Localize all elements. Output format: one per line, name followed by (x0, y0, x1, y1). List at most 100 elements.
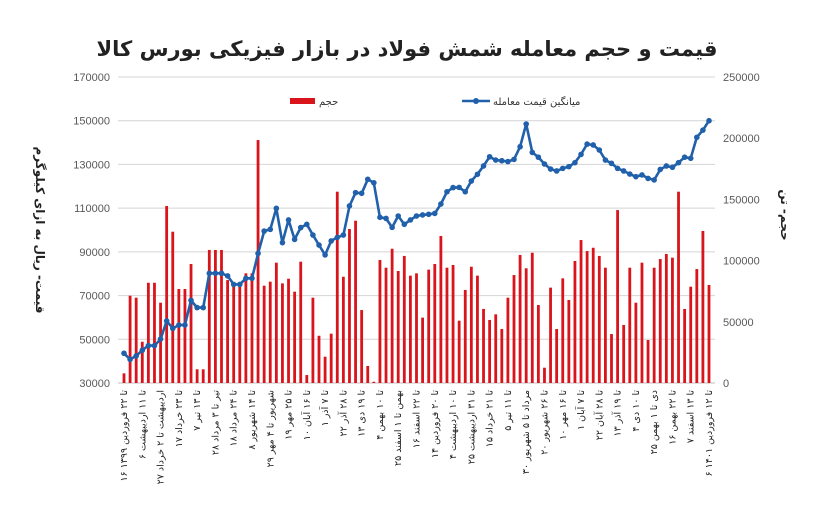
volume-bar (597, 255, 601, 383)
price-point (151, 342, 158, 349)
price-point (157, 336, 164, 342)
x-tick-label: ۱۶ تا ۲۲ بهمن (667, 390, 678, 445)
price-point (700, 127, 706, 133)
price-point (572, 159, 578, 166)
price-point (559, 165, 566, 172)
volume-bar (591, 247, 595, 383)
volume-bar (305, 375, 309, 383)
price-point (444, 188, 450, 195)
volume-bar (482, 308, 485, 383)
price-point (297, 224, 304, 231)
price-point (541, 161, 548, 167)
price-point (523, 121, 529, 127)
price-line (121, 117, 712, 363)
x-tick-label: ۵ تا ۱۱ تیر (503, 390, 514, 431)
price-point (407, 217, 414, 223)
x-tick-label: ۱۳ تا ۱۹ دی (357, 390, 368, 437)
price-point (486, 153, 493, 160)
price-point (291, 236, 298, 243)
volume-bar (689, 286, 693, 383)
price-point (121, 350, 127, 357)
volume-bar (543, 367, 546, 383)
volume-bar (348, 229, 351, 383)
price-point (322, 252, 328, 258)
legend-bar-swatch (290, 98, 315, 104)
volume-bar (579, 240, 583, 383)
volume-bar (354, 220, 357, 383)
volume-bar (287, 278, 290, 383)
left-axis-ticks: 30000 50000 70000 90000 110000 130000 150000 17… (73, 72, 110, 390)
volume-bar (634, 302, 638, 383)
price-point (620, 168, 627, 174)
volume-bar (585, 251, 589, 383)
price-point (243, 275, 249, 282)
price-point (651, 177, 657, 183)
volume-bar (329, 333, 333, 383)
left-tick-label: 50000 (79, 334, 110, 346)
x-tick-label: ۲۲ تا ۲۸ آبان (592, 390, 605, 441)
price-point (431, 210, 438, 217)
x-tick-label: ۲۵ تا ۳۱ اردیبهشت (466, 390, 477, 465)
x-tick-label: ۱۷ تا ۲۳ خرداد (174, 390, 185, 448)
volume-bar (402, 255, 406, 383)
price-point (608, 160, 615, 167)
volume-bar (628, 267, 632, 383)
x-tick-label: ۲۹ شهریور تا ۴ مهر (265, 390, 276, 467)
x-tick-label: ۴ تا ۱۰ بهمن (375, 390, 386, 440)
price-point (182, 322, 188, 328)
x-axis-ticks: ۱۶ تا ۲۲ فروردین ۱۳۹۹ ۶ تا ۱۱ اردیبهشت ۲۷ … (119, 390, 715, 485)
volume-bar (195, 369, 199, 383)
volume-bar (299, 261, 303, 383)
price-point (328, 238, 334, 244)
volume-bar (390, 248, 394, 383)
price-point (499, 157, 505, 164)
volume-bar (189, 264, 193, 383)
price-point (224, 273, 231, 279)
x-tick-label: ۲۵ دی تا ۱ بهمن (649, 390, 660, 454)
x-tick-label: ۱۸ تا ۲۴ مرداد (229, 390, 240, 447)
price-point (614, 165, 621, 172)
price-point (334, 234, 341, 241)
price-point (255, 250, 261, 257)
price-point (450, 184, 456, 191)
volume-bar (128, 295, 132, 383)
volume-bar (573, 260, 577, 383)
price-point (578, 151, 584, 158)
volume-bar (683, 308, 687, 383)
volume-bar (256, 140, 260, 383)
price-point (316, 242, 322, 248)
right-axis-ticks: 0 50000 100000 150000 200000 250000 (723, 72, 760, 390)
volume-bar (226, 280, 229, 383)
x-tick-label: ۱۴ تا ۲۰ فروردین (430, 390, 441, 458)
price-point (236, 281, 243, 288)
volume-bar (610, 334, 613, 383)
volume-bar (171, 231, 175, 383)
x-tick-label: ۴ تا ۱۰ دی (631, 390, 642, 432)
x-tick-label: ۲۷ اردیبهشت تا ۲ خرداد (156, 390, 167, 484)
price-point (517, 143, 523, 150)
volume-bar (664, 253, 668, 383)
volume-bar (640, 262, 644, 383)
left-tick-label: 170000 (73, 72, 110, 84)
left-tick-label: 130000 (73, 159, 110, 171)
price-point (395, 213, 402, 219)
price-point (462, 188, 469, 195)
price-point (401, 221, 408, 228)
volume-bar (561, 278, 565, 383)
volume-bar (384, 267, 388, 383)
x-tick-label: ۱۶ تا ۲۲ اسفند (412, 390, 423, 449)
x-tick-label: ۱۵ تا ۲۱ خرداد (485, 390, 496, 448)
volume-bar (439, 235, 443, 383)
legend-bar-label: حجم (319, 97, 338, 108)
price-point (346, 203, 353, 209)
volume-bar (622, 324, 626, 383)
price-point (273, 205, 280, 212)
price-point (310, 232, 316, 238)
volume-bar (530, 252, 534, 383)
volume-bar (409, 275, 412, 383)
price-point (590, 142, 597, 148)
price-point (456, 184, 462, 191)
volume-bar (512, 275, 516, 383)
volume-bar (445, 267, 449, 383)
volume-bar (488, 319, 492, 383)
